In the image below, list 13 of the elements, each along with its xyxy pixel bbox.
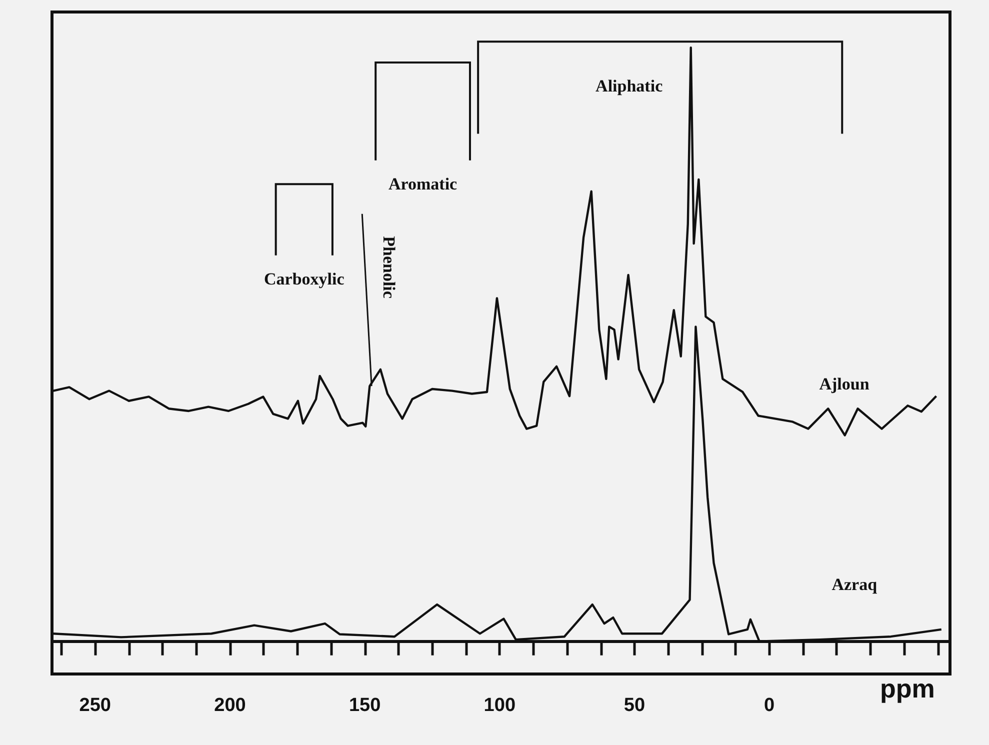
x-axis-title: ppm bbox=[880, 673, 935, 704]
x-tick-label: 250 bbox=[79, 695, 111, 716]
x-tick-label: 200 bbox=[214, 695, 246, 716]
x-tick-label: 50 bbox=[624, 695, 646, 716]
annotation: Carboxylic bbox=[264, 270, 345, 289]
annotation: Aromatic bbox=[388, 174, 458, 194]
text: Azraq bbox=[832, 574, 878, 594]
annotation: Phenolic bbox=[380, 236, 399, 299]
x-tick-label: 0 bbox=[764, 695, 775, 716]
x-tick-label: 150 bbox=[348, 695, 381, 716]
x-tick-label: 100 bbox=[484, 695, 516, 716]
series-label: Ajloun bbox=[819, 374, 870, 394]
annotation: Aliphatic bbox=[596, 76, 664, 96]
